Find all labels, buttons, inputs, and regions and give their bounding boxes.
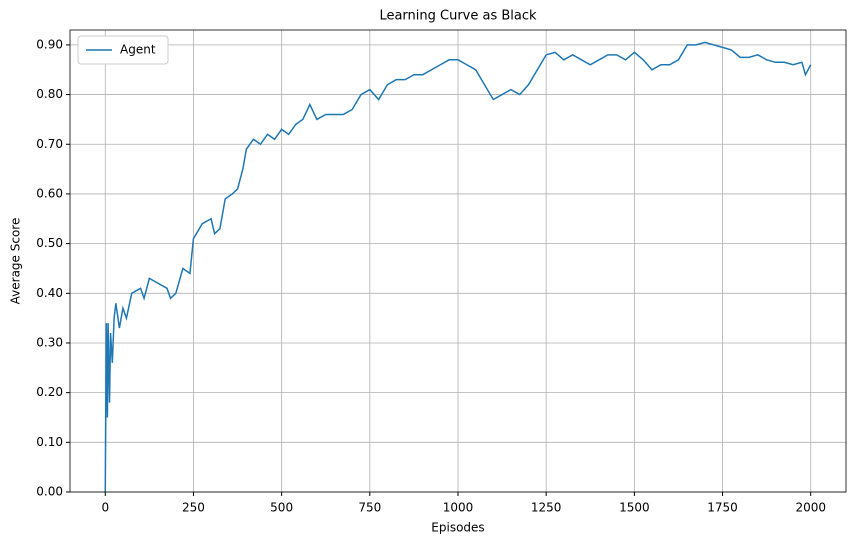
x-tick-label: 750 bbox=[358, 501, 381, 515]
y-tick-label: 0.60 bbox=[36, 186, 63, 200]
data-line bbox=[104, 41, 812, 493]
x-tick-label: 1000 bbox=[443, 501, 474, 515]
y-tick-label: 0.50 bbox=[36, 236, 63, 250]
legend-label: Agent bbox=[120, 43, 156, 57]
y-tick-label: 0.70 bbox=[36, 137, 63, 151]
x-tick-label: 0 bbox=[101, 501, 109, 515]
y-tick-label: 0.30 bbox=[36, 335, 63, 349]
legend-box bbox=[77, 35, 169, 65]
x-tick-label: 2000 bbox=[795, 501, 826, 515]
y-tick-label: 0.90 bbox=[36, 37, 63, 51]
x-tick-label: 1750 bbox=[707, 501, 738, 515]
x-axis-label: Episodes bbox=[431, 521, 484, 535]
y-tick-label: 0.10 bbox=[36, 435, 63, 449]
x-tick-label: 500 bbox=[270, 501, 293, 515]
y-tick-label: 0.20 bbox=[36, 385, 63, 399]
x-tick-label: 1500 bbox=[619, 501, 650, 515]
x-tick-label: 1250 bbox=[531, 501, 562, 515]
plot-frame bbox=[69, 29, 847, 493]
y-tick-label: 0.80 bbox=[36, 87, 63, 101]
y-tick-label: 0.00 bbox=[36, 485, 63, 499]
x-tick-label: 250 bbox=[182, 501, 205, 515]
y-axis-label: Average Score bbox=[9, 218, 23, 305]
y-tick-label: 0.40 bbox=[36, 286, 63, 300]
chart-title: Learning Curve as Black bbox=[379, 9, 537, 24]
